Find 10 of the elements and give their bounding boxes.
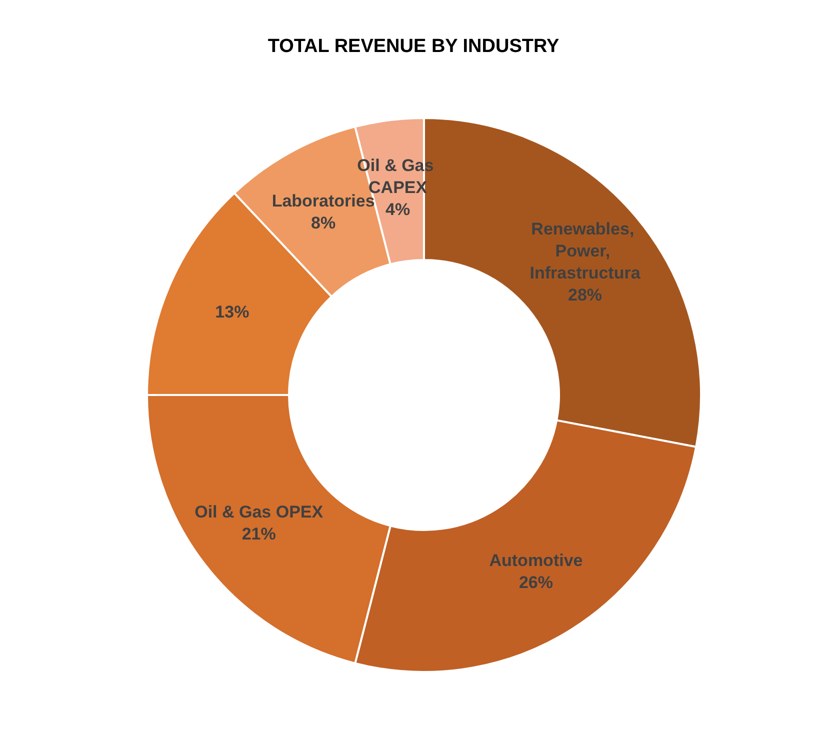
chart-title: TOTAL REVENUE BY INDUSTRY <box>268 36 560 57</box>
slice-label: Automotive <box>489 550 583 570</box>
data-label: 8% <box>311 213 336 232</box>
data-label: 28% <box>568 285 602 304</box>
data-label: 26% <box>518 572 554 592</box>
slice-label: Renewables, Power, Infrastructura <box>530 219 641 282</box>
data-label: 4% <box>386 200 410 220</box>
data-label: 13% <box>215 302 250 322</box>
data-label: 21% <box>242 524 276 544</box>
slice-label: Oil & Gas OPEX <box>194 502 324 522</box>
